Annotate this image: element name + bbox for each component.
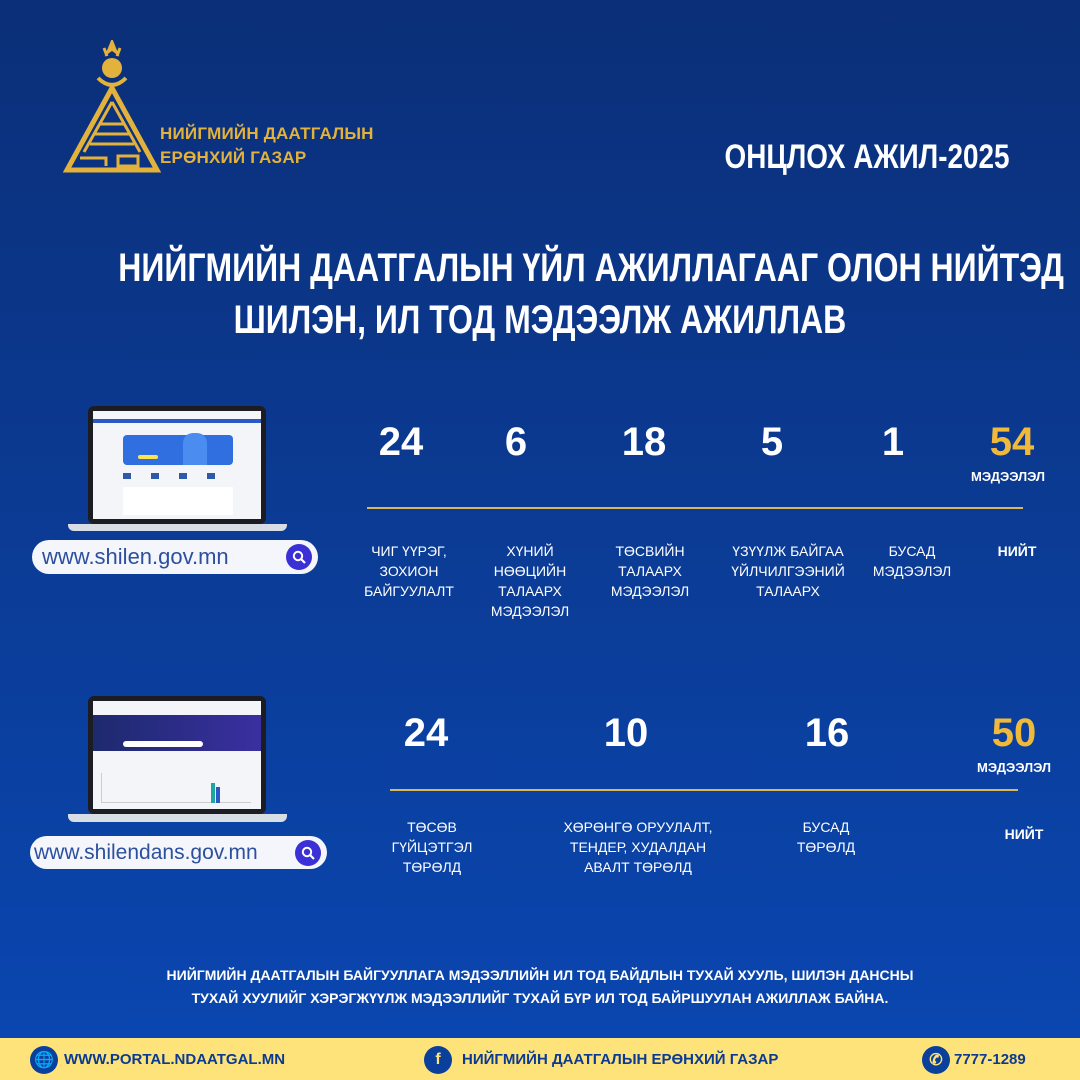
logo-line-2: ЕРӨНХИЙ ГАЗАР (160, 148, 307, 167)
total-label: НИЙТ (1004, 826, 1044, 842)
stat-value: 1 (881, 420, 905, 464)
stat-value: 24 (378, 420, 424, 464)
url-search-bar-shilendans[interactable]: www.shilendans.gov.mn (30, 836, 327, 869)
total-value: 50 (991, 711, 1037, 755)
bottom-statement: НИЙГМИЙН ДААТГАЛЫН БАЙГУУЛЛАГА МЭДЭЭЛЛИЙ… (0, 964, 1080, 1010)
stat-value: 10 (603, 711, 649, 755)
stat-label: ЧИГ ҮҮРЭГ, ЗОХИОН БАЙГУУЛАЛТ (364, 543, 454, 599)
highlight-title: ОНЦЛОХ АЖИЛ-2025 (725, 138, 1010, 176)
stat-value: 18 (621, 420, 667, 464)
url-text: www.shilendans.gov.mn (34, 840, 258, 864)
total-unit: МЭДЭЭЛЭЛ (976, 760, 1052, 775)
total-value: 54 (989, 420, 1035, 464)
stat-value: 16 (804, 711, 850, 755)
stat-label: БУСАД МЭДЭЭЛЭЛ (872, 543, 952, 579)
stat-label: ТӨСВИЙН ТАЛААРХ МЭДЭЭЛЭЛ (610, 543, 690, 599)
footer-phone[interactable]: 7777-1289 (954, 1051, 1026, 1068)
total-unit: МЭДЭЭЛЭЛ (970, 469, 1046, 484)
stat-label: ХҮНИЙ НӨӨЦИЙН ТАЛААРХ МЭДЭЭЛЭЛ (490, 543, 570, 619)
stat-label: ҮЗҮҮЛЖ БАЙГАА ҮЙЛЧИЛГЭЭНИЙ ТАЛААРХ (731, 543, 845, 599)
phone-icon: ✆ (922, 1046, 950, 1074)
footer-website[interactable]: WWW.PORTAL.NDAATGAL.MN (64, 1051, 286, 1068)
globe-icon: 🌐 (30, 1046, 58, 1074)
footer-bar: 🌐 WWW.PORTAL.NDAATGAL.MN f НИЙГМИЙН ДААТ… (0, 1038, 1080, 1080)
divider (390, 789, 1018, 791)
divider (367, 507, 1023, 509)
stat-label: ХӨРӨНГӨ ОРУУЛАЛТ, ТЕНДЕР, ХУДАЛДАН АВАЛТ… (563, 819, 713, 875)
stat-label: ТӨСӨВ ГҮЙЦЭТГЭЛ ТӨРӨЛД (391, 819, 473, 875)
url-search-bar-shilen[interactable]: www.shilen.gov.mn (32, 540, 318, 574)
search-icon[interactable] (295, 839, 321, 866)
facebook-icon: f (424, 1046, 452, 1074)
ndaatgal-logo-icon (62, 40, 162, 173)
bottom-line-1: НИЙГМИЙН ДААТГАЛЫН БАЙГУУЛЛАГА МЭДЭЭЛЛИЙ… (166, 967, 914, 983)
logo-line-1: НИЙГМИЙН ДААТГАЛЫН (160, 124, 374, 143)
headline-line-1: НИЙГМИЙН ДААТГАЛЫН ҮЙЛ АЖИЛЛАГААГ ОЛОН Н… (118, 246, 1064, 290)
stat-value: 5 (760, 420, 784, 464)
stat-value: 24 (403, 711, 449, 755)
footer-facebook[interactable]: НИЙГМИЙН ДААТГАЛЫН ЕРӨНХИЙ ГАЗАР (462, 1051, 779, 1068)
stat-value: 6 (504, 420, 528, 464)
bottom-line-2: ТУХАЙ ХУУЛИЙГ ХЭРЭГЖҮҮЛЖ МЭДЭЭЛЛИЙГ ТУХА… (191, 990, 889, 1006)
organization-name: НИЙГМИЙН ДААТГАЛЫН ЕРӨНХИЙ ГАЗАР (160, 122, 374, 170)
headline-line-2: ШИЛЭН, ИЛ ТОД МЭДЭЭЛЖ АЖИЛЛАВ (233, 298, 847, 342)
stat-label: БУСАД ТӨРӨЛД (796, 819, 856, 855)
total-label: НИЙТ (997, 543, 1037, 559)
url-text: www.shilen.gov.mn (42, 544, 229, 569)
search-icon[interactable] (286, 544, 312, 570)
